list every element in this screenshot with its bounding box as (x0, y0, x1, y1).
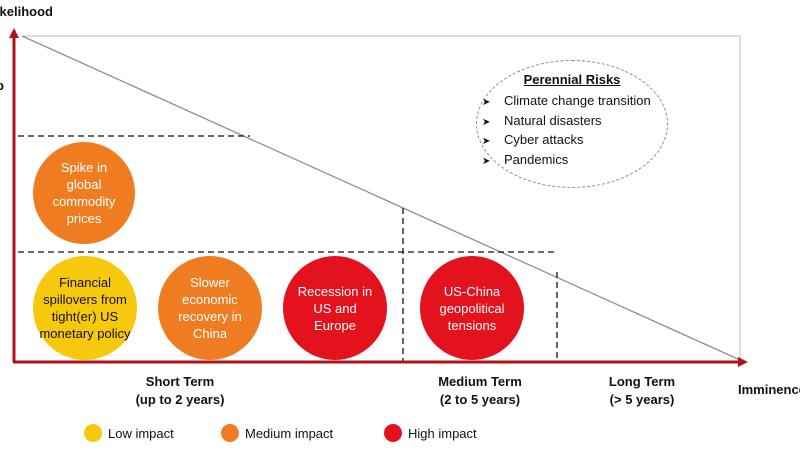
circle-line: monetary policy (39, 326, 131, 341)
legend-low-impact: Low impact (84, 423, 174, 443)
y-axis-label: Likelihood (0, 4, 53, 19)
circle-line: commodity (52, 194, 116, 209)
x-axis-label: Imminence (738, 382, 800, 397)
arrowhead-bullet-icon: ➤ (482, 136, 491, 147)
circle-line: tensions (447, 317, 497, 333)
circle-line: recovery in (178, 309, 242, 324)
circle-line: China (193, 326, 227, 341)
arrowhead-bullet-icon: ➤ (482, 116, 491, 128)
likelihood-diagonal-line (21, 35, 741, 361)
legend-high-impact: High impact (384, 423, 477, 443)
circle-line: Europe (314, 317, 356, 333)
list-item: ➤ Cyber attacks (482, 131, 651, 151)
high-impact-dot-icon (384, 424, 402, 442)
medium-term-label: Medium Term (2 to 5 years) (438, 374, 522, 407)
recession-us-europe-circle: Recession in US and Europe (283, 256, 387, 360)
long-term-label: Long Term (> 5 years) (608, 374, 676, 407)
list-item: ➤ Climate change transition (482, 92, 651, 112)
short-term-label: Short Term (up to 2 years) (135, 374, 225, 407)
circle-line: prices (66, 211, 102, 226)
legend-medium-impact: Medium impact (221, 423, 333, 443)
circle-line: geopolitical (439, 300, 505, 316)
list-item: ➤ Natural disasters (482, 112, 651, 132)
spike-commodity-prices-circle: Spike in global commodity prices (33, 142, 135, 244)
financial-spillovers-circle: Financial spillovers from tight(er) US m… (33, 256, 137, 360)
circle-line: economic (182, 292, 238, 307)
circle-line: tight(er) US (51, 309, 119, 324)
circle-line: spillovers from (43, 292, 127, 307)
circle-line: Spike in (60, 160, 108, 175)
list-item: ➤ Pandemics (482, 151, 651, 171)
arrowhead-bullet-icon: ➤ (482, 155, 491, 167)
medium-impact-dot-icon (221, 424, 239, 442)
slower-china-recovery-circle: Slower economic recovery in China (158, 256, 262, 360)
circle-line: Slower (190, 275, 230, 290)
y-axis-tick-marker: p (0, 78, 4, 93)
circle-line: global (66, 177, 102, 192)
circle-line: US-China (443, 283, 501, 299)
perennial-risks-ellipse: Perennial Risks ➤ Climate change transiti… (476, 60, 668, 188)
circle-line: Financial (58, 275, 111, 290)
us-china-tensions-circle: US-China geopolitical tensions (420, 256, 524, 360)
perennial-risks-title: Perennial Risks (523, 72, 621, 87)
low-impact-dot-icon (84, 424, 102, 442)
circle-line: US and (313, 300, 357, 316)
perennial-risks-list: ➤ Climate change transition ➤ Natural disa… (482, 92, 651, 170)
circle-line: Recession in (297, 283, 373, 299)
arrowhead-bullet-icon: ➤ (482, 97, 491, 108)
